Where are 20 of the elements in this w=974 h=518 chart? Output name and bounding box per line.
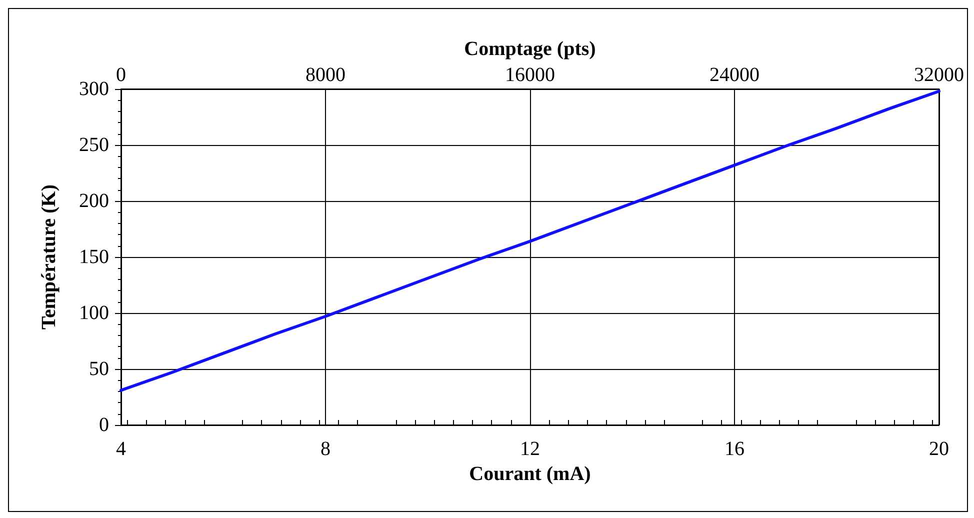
y-tick-label: 100 — [79, 302, 109, 324]
x-axis-title: Courant (mA) — [469, 462, 591, 485]
y-tick-label: 300 — [79, 78, 109, 100]
y-tick-label: 0 — [99, 414, 109, 436]
x-tick-label: 4 — [116, 438, 126, 460]
y-tick-label: 200 — [79, 190, 109, 212]
x-tick-label: 16 — [724, 438, 744, 460]
x2-tick-label: 24000 — [710, 64, 760, 86]
x2-axis-title: Comptage (pts) — [464, 38, 596, 60]
y-tick-label: 50 — [89, 358, 109, 380]
x2-tick-label: 16000 — [505, 64, 555, 86]
y-tick-label: 150 — [79, 246, 109, 268]
y-axis-title: Température (K) — [38, 184, 60, 330]
x2-tick-label: 32000 — [914, 64, 964, 86]
x-tick-label: 20 — [929, 438, 949, 460]
x-tick-label: 8 — [320, 438, 330, 460]
x2-tick-label: 8000 — [306, 64, 346, 86]
x-tick-label: 12 — [520, 438, 540, 460]
x2-tick-label: 0 — [116, 64, 126, 86]
y-tick-label: 250 — [79, 134, 109, 156]
